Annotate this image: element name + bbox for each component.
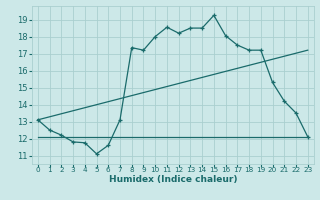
X-axis label: Humidex (Indice chaleur): Humidex (Indice chaleur) [108, 175, 237, 184]
